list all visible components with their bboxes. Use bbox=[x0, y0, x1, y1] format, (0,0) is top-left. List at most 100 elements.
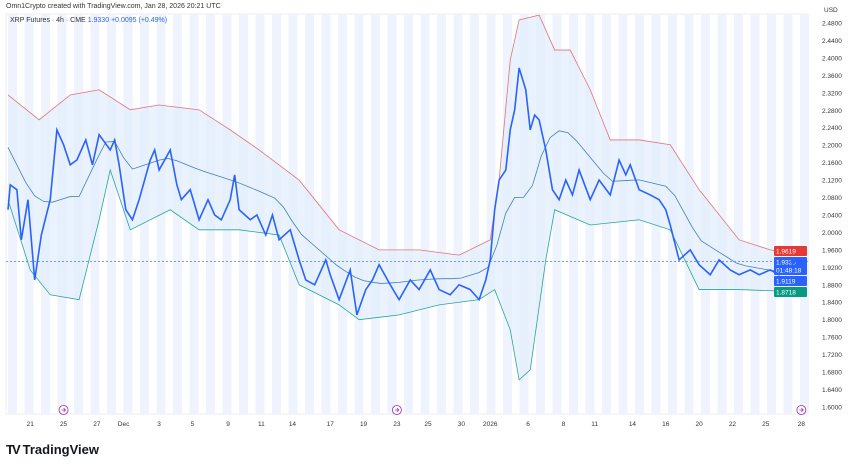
y-tick-label: 2.4800 bbox=[822, 21, 842, 28]
session-stripe bbox=[783, 14, 793, 414]
lower-band-label-text: 1.8718 bbox=[776, 290, 796, 297]
y-tick-label: 2.0800 bbox=[822, 195, 842, 202]
lower-band-label-bg bbox=[774, 287, 807, 297]
session-stripe bbox=[453, 14, 463, 414]
session-stripe bbox=[552, 14, 562, 414]
x-tick-label: 3 bbox=[157, 421, 161, 428]
current-price-label-text: 1.9330 bbox=[776, 260, 796, 267]
x-tick-label: 6 bbox=[526, 421, 530, 428]
x-tick-label: 11 bbox=[258, 421, 265, 428]
x-tick-label: 21 bbox=[27, 421, 35, 428]
last-price-dot bbox=[790, 259, 796, 265]
current-price-label-bg bbox=[774, 257, 807, 275]
session-stripe bbox=[750, 14, 760, 414]
y-tick-label: 2.2000 bbox=[822, 143, 842, 150]
event-marker[interactable] bbox=[58, 405, 69, 415]
session-stripe bbox=[717, 14, 727, 414]
y-tick-label: 2.2400 bbox=[822, 125, 842, 132]
arrow-icon bbox=[799, 407, 804, 413]
tv-logo-icon: TV bbox=[6, 442, 21, 457]
session-stripe bbox=[420, 14, 430, 414]
current-price-label-text: 01:48:18 bbox=[776, 268, 802, 275]
price-change: +0.0095 (+0.49%) bbox=[111, 17, 168, 24]
x-tick-label: 28 bbox=[798, 421, 806, 428]
x-tick-label: Dec bbox=[118, 421, 130, 428]
x-tick-label: 30 bbox=[458, 421, 466, 428]
y-tick-label: 2.0400 bbox=[822, 212, 842, 219]
lower-band-line bbox=[7, 168, 800, 381]
session-stripe bbox=[404, 14, 413, 414]
x-tick-label: 16 bbox=[662, 421, 670, 428]
session-stripe bbox=[767, 14, 776, 414]
y-tick-label: 2.4000 bbox=[822, 55, 842, 62]
middle-band-label: 1.9119 bbox=[774, 276, 807, 286]
event-marker[interactable] bbox=[391, 405, 402, 415]
x-tick-label: 8 bbox=[562, 421, 566, 428]
upper-band-label: 1.9619 bbox=[774, 246, 807, 256]
session-stripe bbox=[338, 14, 347, 414]
x-tick-label: 19 bbox=[360, 421, 368, 428]
y-tick-label: 1.9600 bbox=[822, 247, 842, 254]
y-tick-label: 1.8800 bbox=[822, 282, 842, 289]
y-tick-label: 2.3200 bbox=[822, 90, 842, 97]
price-line bbox=[7, 67, 800, 316]
upper-band-label-text: 1.9619 bbox=[776, 249, 796, 256]
y-tick-label: 1.8000 bbox=[822, 317, 842, 324]
symbol-legend: XRP Futures · 4h · CME 1.9330 +0.0095 (+… bbox=[10, 17, 167, 24]
currency-label: USD bbox=[824, 7, 838, 14]
session-stripe bbox=[387, 14, 397, 414]
y-tick-label: 2.2800 bbox=[822, 108, 842, 115]
y-tick-label: 1.7200 bbox=[822, 352, 842, 359]
upper-band-label-bg bbox=[774, 246, 807, 256]
x-tick-label: 25 bbox=[60, 421, 68, 428]
y-tick-label: 2.3600 bbox=[822, 73, 842, 80]
lower-band-label: 1.8718 bbox=[774, 287, 807, 297]
session-stripe bbox=[371, 14, 380, 414]
chart-credit: Omn1Crypto created with TradingView.com,… bbox=[6, 3, 221, 10]
y-tick-label: 1.9200 bbox=[822, 265, 842, 272]
x-tick-label: 2026 bbox=[483, 421, 498, 428]
x-tick-label: 5 bbox=[191, 421, 195, 428]
arrow-icon bbox=[61, 407, 67, 413]
x-tick-label: 9 bbox=[226, 421, 230, 428]
y-tick-label: 1.6400 bbox=[822, 387, 842, 394]
x-tick-label: 14 bbox=[629, 421, 637, 428]
x-tick-label: 20 bbox=[695, 421, 703, 428]
y-tick-label: 2.0000 bbox=[822, 230, 842, 237]
y-tick-label: 2.4400 bbox=[822, 38, 842, 45]
brand-name: TradingView bbox=[22, 442, 99, 457]
x-tick-label: 22 bbox=[729, 421, 737, 428]
session-stripe bbox=[470, 14, 479, 414]
y-tick-label: 1.7600 bbox=[822, 335, 842, 342]
arrow-icon bbox=[394, 407, 400, 413]
x-tick-label: 11 bbox=[591, 421, 598, 428]
band-fill bbox=[8, 15, 800, 380]
y-tick-label: 1.8400 bbox=[822, 300, 842, 307]
symbol-name[interactable]: XRP Futures · 4h · CME bbox=[10, 17, 86, 24]
session-stripe bbox=[437, 14, 446, 414]
x-tick-label: 14 bbox=[289, 421, 297, 428]
y-tick-label: 1.6000 bbox=[822, 404, 842, 411]
x-tick-label: 17 bbox=[327, 421, 335, 428]
tradingview-logo[interactable]: TV TradingView bbox=[6, 442, 99, 457]
session-stripe bbox=[486, 14, 496, 414]
y-tick-label: 1.6800 bbox=[822, 370, 842, 377]
x-tick-label: 25 bbox=[762, 421, 770, 428]
x-tick-label: 25 bbox=[424, 421, 432, 428]
last-price: 1.9330 bbox=[87, 17, 110, 24]
x-tick-label: 23 bbox=[393, 421, 401, 428]
session-stripe bbox=[354, 14, 364, 414]
session-stripe bbox=[800, 14, 809, 414]
upper-band-line bbox=[7, 14, 800, 256]
session-stripe bbox=[734, 14, 743, 414]
x-tick-label: 27 bbox=[93, 421, 101, 428]
session-stripe bbox=[107, 14, 116, 414]
y-tick-label: 2.1200 bbox=[822, 178, 842, 185]
middle-band-label-text: 1.9119 bbox=[776, 279, 796, 286]
event-marker[interactable] bbox=[796, 405, 807, 415]
middle-band-label-bg bbox=[774, 276, 807, 286]
middle-band-line bbox=[7, 130, 800, 284]
y-tick-label: 2.1600 bbox=[822, 160, 842, 167]
